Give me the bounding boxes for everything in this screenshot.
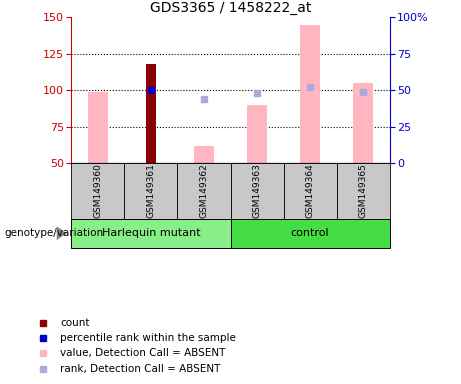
Text: rank, Detection Call = ABSENT: rank, Detection Call = ABSENT [60, 364, 220, 374]
Text: control: control [291, 228, 329, 238]
Text: GSM149365: GSM149365 [359, 164, 367, 218]
Text: GSM149362: GSM149362 [200, 164, 208, 218]
Text: GSM149363: GSM149363 [253, 164, 261, 218]
Text: GSM149361: GSM149361 [147, 164, 155, 218]
Bar [230, 163, 284, 219]
Bar [300, 25, 320, 163]
Text: Harlequin mutant: Harlequin mutant [102, 228, 200, 238]
Bar [71, 163, 124, 219]
Text: GSM149364: GSM149364 [306, 164, 314, 218]
Bar [230, 219, 390, 248]
Bar [71, 219, 230, 248]
Bar [146, 64, 156, 163]
Bar [247, 105, 267, 163]
Text: percentile rank within the sample: percentile rank within the sample [60, 333, 236, 343]
Text: GSM149360: GSM149360 [94, 164, 102, 218]
Bar [177, 163, 230, 219]
Bar [337, 163, 390, 219]
Bar [353, 83, 373, 163]
Bar [194, 146, 214, 163]
Bar [124, 163, 177, 219]
Text: count: count [60, 318, 89, 328]
Text: value, Detection Call = ABSENT: value, Detection Call = ABSENT [60, 348, 225, 358]
Bar [88, 92, 108, 163]
Bar [284, 163, 337, 219]
Text: genotype/variation: genotype/variation [5, 228, 104, 238]
Polygon shape [57, 227, 67, 240]
Title: GDS3365 / 1458222_at: GDS3365 / 1458222_at [150, 1, 311, 15]
